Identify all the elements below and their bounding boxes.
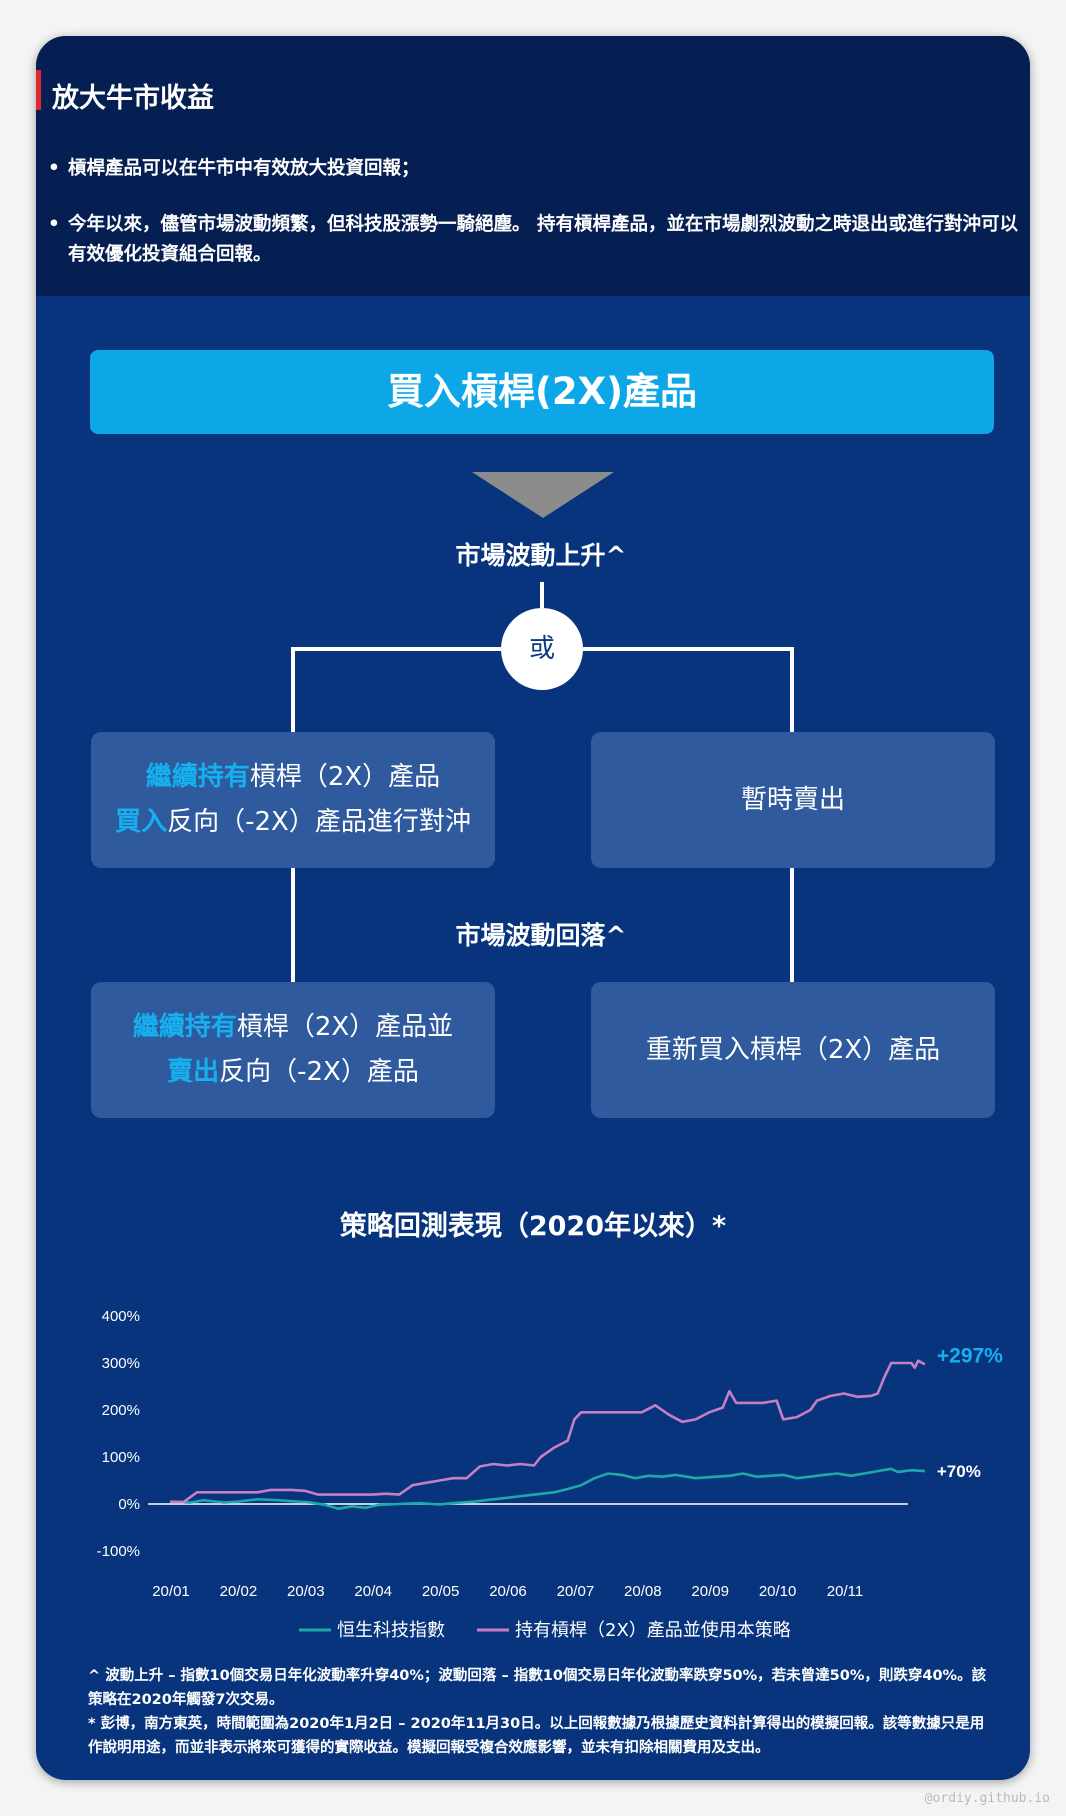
highlight-text: 繼續持有 [132, 1012, 237, 1042]
option-line: 賣出反向（-2X）產品 [91, 1050, 495, 1095]
option-sell-temporarily: 暫時賣出 [591, 732, 995, 868]
option-text: 暫時賣出 [740, 784, 845, 815]
bullet-dot: • [48, 214, 60, 235]
x-tick-label: 20/01 [152, 1583, 190, 1600]
chart-title: 策略回測表現（2020年以來）* [339, 1211, 727, 1242]
footnotes: ^ 波動上升 – 指數10個交易日年化波動率升穿40%；波動回落 – 指數10個… [88, 1664, 988, 1760]
bullet-1-text: 槓桿產品可以在牛市中有效放大投資回報； [68, 158, 420, 179]
x-tick-label: 20/06 [489, 1583, 527, 1600]
x-tick-label: 20/02 [220, 1583, 258, 1600]
legend-label: 恒生科技指數 [337, 1620, 445, 1641]
market-fall-label: 市場波動回落^ [455, 921, 627, 950]
end-label-strategy: +297% [937, 1344, 1003, 1367]
buy-leveraged-box: 買入槓桿(2X)產品 [90, 350, 994, 434]
bullet-2: • 今年以來，儘管市場波動頻繁，但科技股漲勢一騎絕塵。 持有槓桿產品，並在市場劇… [48, 210, 1023, 270]
option-line: 繼續持有槓桿（2X）產品並 [91, 1005, 495, 1050]
highlight-text: 繼續持有 [145, 762, 250, 792]
market-rise-label: 市場波動上升^ [455, 541, 627, 570]
end-label-index: +70% [937, 1462, 981, 1481]
option-line: 買入反向（-2X）產品進行對沖 [91, 800, 495, 845]
x-tick-label: 20/05 [422, 1583, 460, 1600]
y-tick-label: 200% [102, 1402, 140, 1419]
option-line: 繼續持有槓桿（2X）產品 [91, 755, 495, 800]
y-tick-label: 300% [102, 1355, 140, 1372]
y-tick-label: 100% [102, 1449, 140, 1466]
title-accent-bar [36, 70, 41, 110]
bullet-dot: • [48, 158, 60, 179]
x-tick-label: 20/10 [759, 1583, 797, 1600]
infographic-card: 放大牛市收益 • 槓桿產品可以在牛市中有效放大投資回報； • 今年以來，儘管市場… [36, 36, 1030, 1780]
y-tick-label: 0% [118, 1496, 140, 1513]
x-tick-label: 20/09 [691, 1583, 729, 1600]
or-circle: 或 [501, 608, 583, 690]
x-tick-label: 20/07 [557, 1583, 595, 1600]
option-text: 反向（-2X）產品進行對沖 [167, 807, 471, 837]
option-text: 反向（-2X）產品 [219, 1057, 419, 1087]
option-hold-and-sell-inverse: 繼續持有槓桿（2X）產品並 賣出反向（-2X）產品 [91, 982, 495, 1118]
highlight-text: 賣出 [167, 1057, 220, 1087]
series-line-index [169, 1467, 925, 1510]
funnel-arrow-icon [472, 472, 614, 518]
x-tick-label: 20/11 [827, 1583, 863, 1600]
watermark: @ordiy.github.io [924, 1791, 1050, 1806]
option-text: 槓桿（2X）產品 [249, 762, 441, 792]
y-tick-label: 400% [102, 1308, 140, 1325]
x-tick-label: 20/04 [354, 1583, 392, 1600]
option-text: 槓桿（2X）產品並 [236, 1012, 454, 1042]
flow-connectors [291, 582, 794, 982]
legend-label: 持有槓桿（2X）產品並使用本策略 [515, 1620, 791, 1641]
footnote-volatility: ^ 波動上升 – 指數10個交易日年化波動率升穿40%；波動回落 – 指數10個… [88, 1668, 987, 1708]
bullet-1: • 槓桿產品可以在牛市中有效放大投資回報； [48, 154, 1023, 184]
footnote-source: * 彭博，南方東英，時間範圍為2020年1月2日 – 2020年11月30日。以… [88, 1716, 985, 1756]
x-tick-label: 20/08 [624, 1583, 662, 1600]
header-panel: 放大牛市收益 • 槓桿產品可以在牛市中有效放大投資回報； • 今年以來，儘管市場… [36, 36, 1030, 296]
backtest-line-chart: 400% 300% 200% 100% 0% -100% 20/01 20/02 20/03 20… [97, 1308, 1004, 1641]
series-line-strategy [169, 1359, 926, 1504]
option-text: 重新買入槓桿（2X）產品 [645, 1034, 941, 1065]
option-rebuy-leveraged: 重新買入槓桿（2X）產品 [591, 982, 995, 1118]
option-hold-and-hedge: 繼續持有槓桿（2X）產品 買入反向（-2X）產品進行對沖 [91, 732, 495, 868]
page-title: 放大牛市收益 [52, 83, 214, 114]
x-tick-label: 20/03 [287, 1583, 325, 1600]
highlight-text: 買入 [115, 807, 168, 837]
y-tick-label: -100% [97, 1543, 140, 1560]
bullet-2-text: 今年以來，儘管市場波動頻繁，但科技股漲勢一騎絕塵。 持有槓桿產品，並在市場劇烈波… [68, 214, 1018, 265]
